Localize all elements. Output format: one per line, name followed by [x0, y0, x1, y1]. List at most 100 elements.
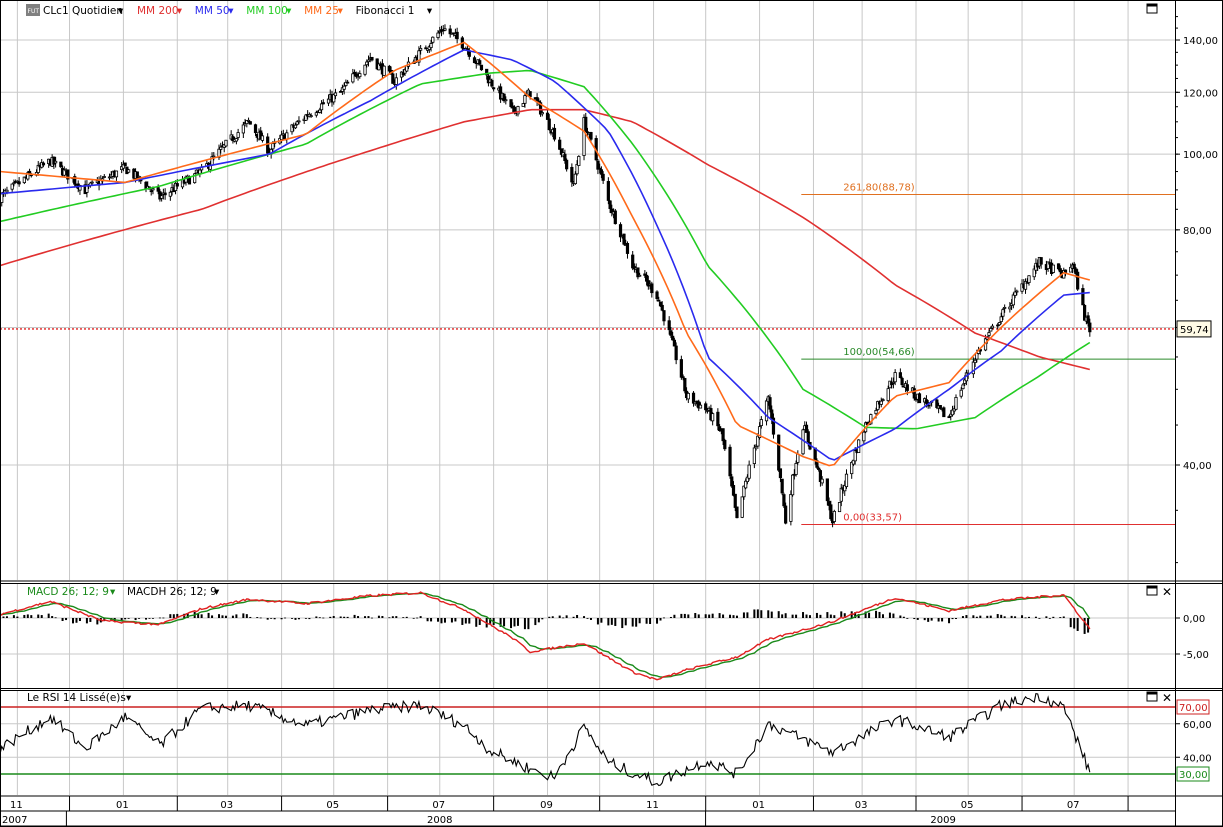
- candle-body: [671, 335, 675, 341]
- macdh-bar: [176, 613, 179, 618]
- candle-body: [990, 325, 995, 329]
- legend-item[interactable]: MM 50: [195, 5, 230, 17]
- dropdown-arrow-icon[interactable]: ▾: [177, 5, 183, 17]
- macdh-bar: [224, 615, 227, 618]
- candle-body: [523, 95, 527, 104]
- dropdown-arrow-icon[interactable]: ▾: [214, 586, 220, 598]
- legend-item[interactable]: MM 100: [246, 5, 287, 17]
- candle-body: [352, 71, 357, 74]
- macdh-bar: [450, 618, 453, 623]
- candle-body: [309, 115, 313, 118]
- candle-body: [509, 99, 513, 107]
- candle-body: [175, 183, 179, 187]
- candle-body: [756, 435, 760, 447]
- y-tick-label: 140,00: [1183, 36, 1218, 47]
- legend-item[interactable]: Fibonacci 1: [356, 5, 415, 17]
- candle-body: [999, 316, 1003, 322]
- candle-body: [862, 431, 866, 442]
- candle-body: [644, 274, 649, 282]
- macdh-bar: [541, 618, 544, 620]
- candle-body: [1013, 291, 1017, 296]
- macdh-bar: [600, 618, 603, 623]
- candle-body: [208, 163, 212, 170]
- dropdown-arrow-icon[interactable]: ▾: [228, 5, 234, 17]
- candle-body: [851, 459, 856, 465]
- macdh-bar: [899, 615, 902, 618]
- macdh-bar: [304, 618, 307, 619]
- close-icon[interactable]: ✕: [1162, 691, 1172, 705]
- candle-body: [784, 505, 788, 524]
- close-icon[interactable]: ✕: [1162, 585, 1172, 599]
- macdh-label[interactable]: MACDH 26; 12; 9: [127, 586, 217, 598]
- series-mm-25: [0, 41, 1091, 467]
- candle-body: [326, 98, 331, 104]
- macdh-bar: [649, 618, 652, 625]
- candle-body: [686, 392, 690, 400]
- candle-body: [844, 473, 849, 488]
- macdh-bar: [791, 614, 794, 618]
- candle-body: [236, 132, 240, 138]
- candle-body: [342, 85, 346, 90]
- candle-body: [107, 176, 112, 179]
- candle-body: [22, 176, 26, 184]
- macdh-bar: [868, 612, 871, 618]
- macdh-bar: [346, 616, 349, 618]
- candle-body: [17, 181, 21, 185]
- rsi-label[interactable]: Le RSI 14 Lissé(e)s: [27, 692, 126, 704]
- macdh-bar: [211, 615, 214, 618]
- macd-label[interactable]: MACD 26; 12; 9: [27, 586, 109, 598]
- candle-body: [610, 208, 614, 214]
- rsi-maximize-button[interactable]: [1146, 691, 1158, 702]
- macdh-bar: [1034, 616, 1037, 618]
- candle-body: [963, 379, 967, 384]
- macdh-bar: [437, 618, 440, 622]
- price-maximize-button[interactable]: [1146, 3, 1158, 14]
- symbol-label[interactable]: CLc1 Quotidien: [43, 5, 123, 17]
- candle-body: [1076, 271, 1080, 290]
- dropdown-arrow-icon[interactable]: ▾: [338, 5, 344, 17]
- y-tick-label: 0,00: [1183, 614, 1205, 625]
- macdh-bar: [443, 618, 446, 623]
- candle-body: [711, 413, 715, 422]
- macdh-bar: [767, 610, 770, 618]
- macdh-bar: [357, 616, 360, 618]
- macdh-bar: [235, 614, 238, 618]
- macdh-bar: [37, 614, 40, 618]
- macdh-bar: [989, 615, 992, 618]
- macdh-bar: [26, 614, 29, 618]
- dropdown-arrow-icon[interactable]: ▾: [427, 5, 433, 17]
- dropdown-arrow-icon[interactable]: ▾: [286, 5, 292, 17]
- macdh-bar: [937, 618, 940, 622]
- candle-body: [608, 200, 612, 209]
- legend-item[interactable]: MM 200: [137, 5, 179, 17]
- candle-body: [674, 345, 678, 361]
- candle-body: [657, 299, 661, 302]
- legend-item[interactable]: MM 25: [304, 5, 339, 17]
- macdh-bar: [388, 617, 391, 619]
- candle-body: [973, 359, 977, 364]
- candle-body: [589, 132, 593, 140]
- macdh-bar: [127, 618, 130, 619]
- candle-body: [742, 485, 746, 498]
- dropdown-arrow-icon[interactable]: ▾: [118, 5, 124, 17]
- candle-body: [563, 153, 567, 161]
- macdh-bar: [833, 615, 836, 618]
- candle-body: [354, 73, 358, 77]
- macdh-bar: [231, 615, 234, 618]
- candle-body: [853, 450, 857, 462]
- macd-close-button[interactable]: ✕: [1162, 585, 1172, 599]
- dropdown-arrow-icon[interactable]: ▾: [126, 692, 132, 704]
- candle-body: [1058, 268, 1062, 273]
- macd-maximize-button[interactable]: [1146, 585, 1158, 596]
- macdh-bar: [673, 614, 676, 618]
- candle-body: [698, 404, 703, 409]
- candle-body: [54, 160, 58, 164]
- dropdown-arrow-icon[interactable]: ▾: [110, 586, 116, 598]
- macdh-bar: [402, 617, 405, 618]
- macdh-bar: [329, 616, 332, 618]
- candle-body: [279, 134, 284, 140]
- macdh-bar: [5, 616, 8, 618]
- rsi-close-button[interactable]: ✕: [1162, 691, 1172, 705]
